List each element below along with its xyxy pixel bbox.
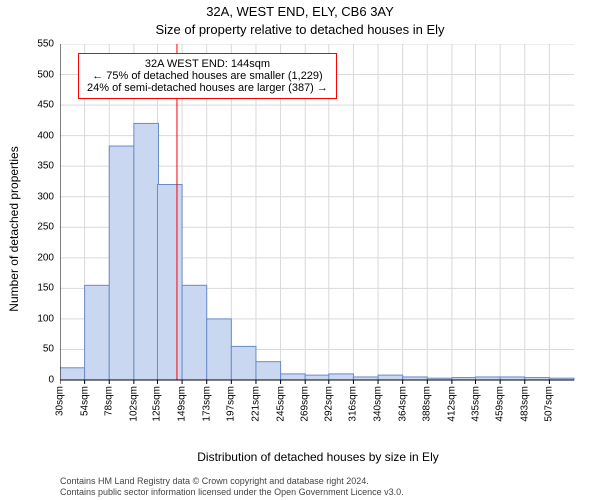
y-tick-label: 250	[37, 222, 54, 233]
x-tick-label: 125sqm	[152, 386, 163, 422]
x-tick-label: 269sqm	[300, 386, 311, 422]
chart-container: 32A, WEST END, ELY, CB6 3AY Size of prop…	[0, 0, 600, 500]
annotation-line2: ← 75% of detached houses are smaller (1,…	[87, 70, 328, 82]
x-axis-label: Distribution of detached houses by size …	[60, 450, 576, 464]
y-tick-label: 400	[37, 130, 54, 141]
x-tick-label: 221sqm	[250, 386, 261, 422]
annotation-line1: 32A WEST END: 144sqm	[87, 58, 328, 70]
plot-area: 32A WEST END: 144sqm ← 75% of detached h…	[60, 44, 576, 414]
y-tick-label: 300	[37, 191, 54, 202]
x-tick-label: 435sqm	[470, 386, 481, 422]
x-tick-label: 245sqm	[275, 386, 286, 422]
chart-subtitle: Size of property relative to detached ho…	[0, 22, 600, 37]
y-tick-label: 550	[37, 39, 54, 50]
x-tick-label: 30sqm	[55, 386, 66, 416]
x-tick-label: 507sqm	[544, 386, 555, 422]
footer-line1: Contains HM Land Registry data © Crown c…	[60, 476, 404, 487]
y-tick-label: 50	[43, 344, 54, 355]
x-tick-label: 102sqm	[128, 386, 139, 422]
y-tick-label: 450	[37, 100, 54, 111]
x-tick-label: 54sqm	[79, 386, 90, 416]
x-tick-label: 292sqm	[323, 386, 334, 422]
chart-suptitle: 32A, WEST END, ELY, CB6 3AY	[0, 4, 600, 19]
histogram-svg	[60, 44, 576, 414]
y-tick-label: 350	[37, 161, 54, 172]
x-tick-label: 78sqm	[104, 386, 115, 416]
annotation-line3: 24% of semi-detached houses are larger (…	[87, 82, 328, 94]
x-tick-label: 173sqm	[201, 386, 212, 422]
y-tick-label: 500	[37, 69, 54, 80]
x-tick-label: 483sqm	[519, 386, 530, 422]
x-tick-label: 364sqm	[397, 386, 408, 422]
y-tick-label: 150	[37, 283, 54, 294]
x-tick-label: 197sqm	[226, 386, 237, 422]
y-tick-label: 0	[48, 375, 54, 386]
y-axis-label: Number of detached properties	[4, 44, 24, 414]
x-tick-label: 316sqm	[348, 386, 359, 422]
x-tick-label: 149sqm	[177, 386, 188, 422]
x-tick-label: 340sqm	[373, 386, 384, 422]
y-tick-label: 200	[37, 252, 54, 263]
annotation-box: 32A WEST END: 144sqm ← 75% of detached h…	[78, 53, 337, 99]
x-tick-label: 412sqm	[446, 386, 457, 422]
y-tick-label: 100	[37, 313, 54, 324]
footer-line2: Contains public sector information licen…	[60, 487, 404, 498]
x-tick-label: 388sqm	[422, 386, 433, 422]
x-tick-label: 459sqm	[495, 386, 506, 422]
footer-attribution: Contains HM Land Registry data © Crown c…	[60, 476, 404, 499]
